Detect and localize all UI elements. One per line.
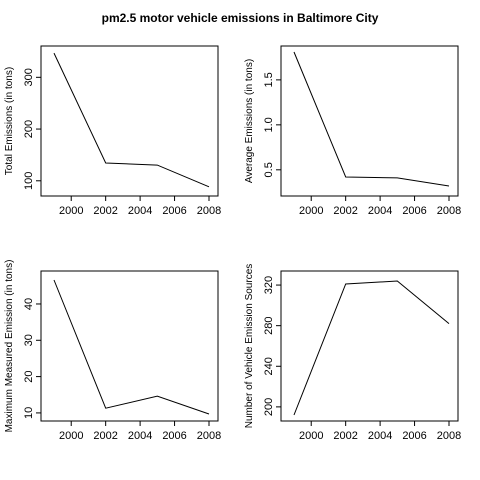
y-tick-label: 0.5 xyxy=(263,162,275,177)
x-tick-label: 2000 xyxy=(59,205,83,217)
y-tick-label: 240 xyxy=(263,357,275,375)
x-tick-label: 2008 xyxy=(437,205,461,217)
y-tick-label: 1.0 xyxy=(263,117,275,132)
x-tick-label: 2002 xyxy=(93,205,117,217)
x-tick-label: 2006 xyxy=(162,430,186,442)
x-tick-label: 2002 xyxy=(333,205,357,217)
plot-frame xyxy=(40,270,219,422)
x-tick-label: 2008 xyxy=(197,430,221,442)
plot-panel-1: 2000 2002 2004 2006 2008 100 200 300 Total Emiss… xyxy=(4,45,221,217)
plot-panel-3: 2000 2002 2004 2006 2008 10 20 30 40 Maximum Meas… xyxy=(4,260,221,442)
plot-frame xyxy=(40,45,219,197)
y-tick-label: 100 xyxy=(23,172,35,190)
y-tick-label: 200 xyxy=(263,398,275,416)
x-tick-label: 2004 xyxy=(128,430,152,442)
plot-panel-4: 2000 2002 2004 2006 2008 200 240 280 320 Number o… xyxy=(244,264,461,442)
x-tick-label: 2004 xyxy=(368,430,392,442)
y-axis-title: Total Emissions (in tons) xyxy=(4,67,15,175)
plot-frame xyxy=(280,45,459,197)
x-tick-label: 2006 xyxy=(402,205,426,217)
series-line xyxy=(53,279,210,415)
x-tick-label: 2000 xyxy=(59,430,83,442)
x-tick-label: 2006 xyxy=(402,430,426,442)
plot-panel-2: 2000 2002 2004 2006 2008 0.5 1.0 1.5 Average Emi… xyxy=(244,45,461,217)
x-tick-label: 2002 xyxy=(93,430,117,442)
x-tick-label: 2008 xyxy=(437,430,461,442)
y-axis-title: Maximum Measured Emission (in tons) xyxy=(4,260,15,433)
x-tick-label: 2000 xyxy=(299,205,323,217)
x-tick-label: 2000 xyxy=(299,430,323,442)
series-line xyxy=(53,52,210,188)
x-tick-label: 2004 xyxy=(368,205,392,217)
y-tick-label: 200 xyxy=(23,120,35,138)
y-tick-label: 10 xyxy=(23,407,35,419)
y-tick-label: 1.5 xyxy=(263,72,275,87)
series-line xyxy=(293,280,450,416)
y-axis-title: Average Emissions (in tons) xyxy=(244,59,255,183)
x-tick-label: 2006 xyxy=(162,205,186,217)
x-tick-label: 2008 xyxy=(197,205,221,217)
plot-frame xyxy=(280,270,459,422)
figure-title: pm2.5 motor vehicle emissions in Baltimo… xyxy=(101,11,379,25)
x-tick-label: 2004 xyxy=(128,205,152,217)
y-tick-label: 20 xyxy=(23,370,35,382)
y-tick-label: 280 xyxy=(263,316,275,334)
x-tick-label: 2002 xyxy=(333,430,357,442)
y-tick-label: 300 xyxy=(23,68,35,86)
y-tick-label: 40 xyxy=(23,298,35,310)
y-tick-label: 30 xyxy=(23,334,35,346)
y-tick-label: 320 xyxy=(263,276,275,294)
y-axis-title: Number of Vehicle Emission Sources xyxy=(244,264,255,429)
series-line xyxy=(293,51,450,187)
